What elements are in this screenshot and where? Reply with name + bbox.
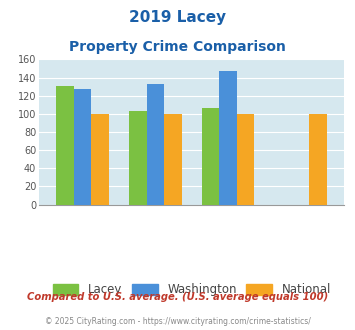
Bar — [74, 89, 91, 205]
Text: 2019 Lacey: 2019 Lacey — [129, 10, 226, 25]
Bar — [164, 114, 181, 205]
Bar — [202, 108, 219, 205]
Text: © 2025 CityRating.com - https://www.cityrating.com/crime-statistics/: © 2025 CityRating.com - https://www.city… — [45, 317, 310, 326]
Text: Property Crime Comparison: Property Crime Comparison — [69, 40, 286, 53]
Bar — [147, 84, 164, 205]
Bar — [56, 86, 74, 205]
Legend: Lacey, Washington, National: Lacey, Washington, National — [47, 277, 337, 302]
Bar — [310, 114, 327, 205]
Bar — [219, 71, 237, 205]
Bar — [237, 114, 254, 205]
Bar — [129, 111, 147, 205]
Bar — [91, 114, 109, 205]
Text: Compared to U.S. average. (U.S. average equals 100): Compared to U.S. average. (U.S. average … — [27, 292, 328, 302]
